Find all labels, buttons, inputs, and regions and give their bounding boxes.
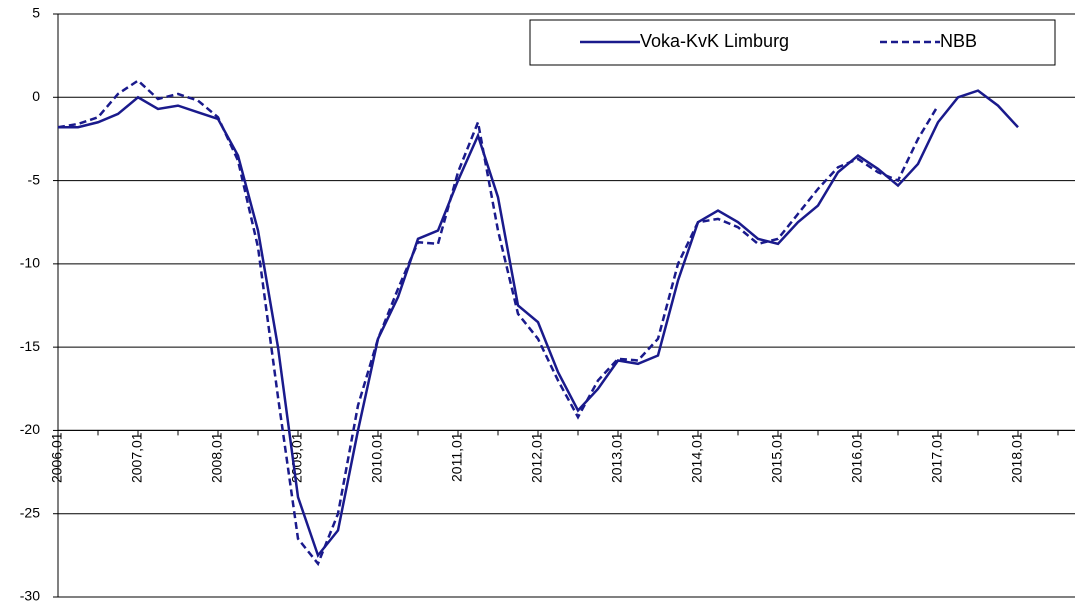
- y-tick-label: -15: [20, 338, 40, 354]
- y-tick-label: -5: [28, 171, 41, 187]
- x-tick-label: 2016,01: [849, 432, 865, 483]
- legend-label: NBB: [940, 31, 977, 51]
- y-tick-label: 5: [32, 5, 40, 21]
- series-line: [57, 79, 940, 567]
- x-tick-label: 2017,01: [929, 432, 945, 483]
- x-tick-label: 2018,01: [1009, 432, 1025, 483]
- legend: Voka-KvK Limburg NBB: [529, 19, 1056, 66]
- legend-label: Voka-KvK Limburg: [640, 31, 789, 51]
- x-tick-label: 2015,01: [769, 432, 785, 483]
- x-tick-label: 2010,01: [369, 432, 385, 483]
- x-tick-label: 2009,01: [289, 432, 305, 483]
- series-line: [58, 89, 1019, 558]
- y-tick-label: -20: [20, 421, 40, 437]
- x-tick-label: 2012,01: [529, 432, 545, 483]
- y-tick-label: -10: [20, 255, 40, 271]
- x-tick-label: 2014,01: [689, 432, 705, 483]
- y-tick-label: -30: [20, 588, 40, 604]
- x-tick-label: 2011,01: [449, 432, 465, 482]
- x-tick-label: 2006,01: [49, 432, 65, 483]
- y-tick-label: -25: [20, 504, 40, 520]
- x-tick-label: 2007,01: [129, 432, 145, 483]
- x-tick-label: 2008,01: [209, 432, 225, 483]
- x-tick-label: 2013,01: [609, 432, 625, 483]
- y-tick-label: 0: [32, 88, 40, 104]
